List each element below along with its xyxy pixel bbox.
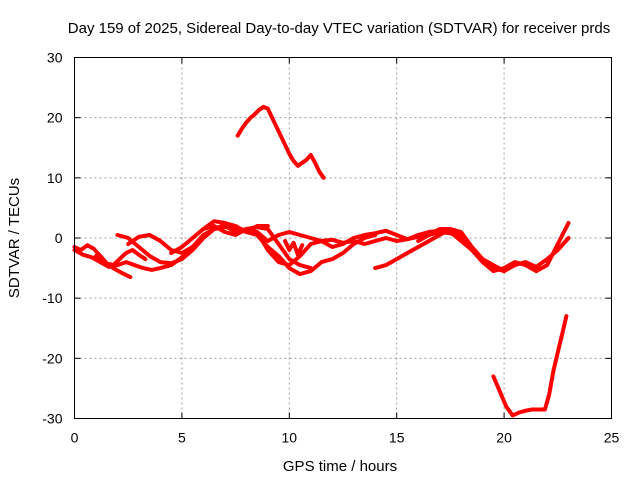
x-axis-label: GPS time / hours: [283, 458, 397, 475]
y-tick-label: -20: [42, 350, 62, 366]
chart-title: Day 159 of 2025, Sidereal Day-to-day VTE…: [68, 20, 610, 37]
series-arc-12: [235, 104, 326, 180]
series-arc-9: [283, 239, 305, 257]
x-tick-label: 5: [178, 430, 186, 446]
x-tick-label: 25: [604, 430, 620, 446]
y-axis-label: SDTVAR / TECUs: [6, 178, 23, 298]
series-arc-13: [491, 314, 569, 418]
y-tick-label: 10: [47, 170, 63, 186]
x-tick-label: 20: [496, 430, 512, 446]
y-tick-label: -10: [42, 290, 62, 306]
axis-ticks: 0 5 10 15 20 25 -30 -20 -10 0 10 20 30: [42, 50, 619, 446]
x-tick-label: 15: [389, 430, 405, 446]
y-tick-label: 0: [55, 230, 63, 246]
series-arc-8: [255, 228, 507, 274]
grid: [74, 57, 612, 419]
x-tick-label: 0: [71, 430, 79, 446]
y-tick-label: 20: [47, 110, 63, 126]
y-tick-label: 30: [47, 50, 63, 66]
series-arc-11: [416, 221, 571, 274]
x-tick-label: 10: [282, 430, 298, 446]
series-arc-3: [94, 254, 133, 280]
plot-series: [72, 104, 571, 418]
y-tick-label: -30: [42, 411, 62, 427]
